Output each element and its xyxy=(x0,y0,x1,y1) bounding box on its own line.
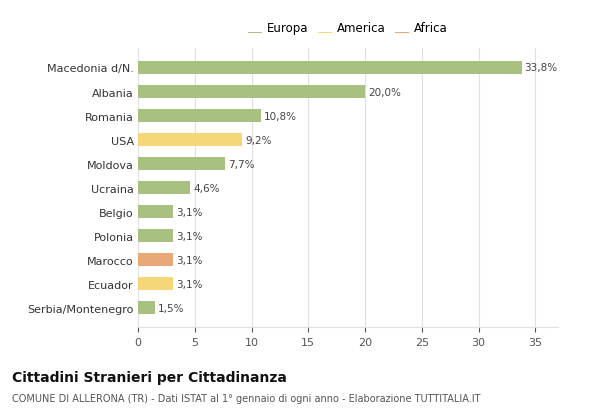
Bar xyxy=(138,62,521,75)
Legend: Europa, America, Africa: Europa, America, Africa xyxy=(245,19,451,39)
Text: 4,6%: 4,6% xyxy=(193,183,220,193)
Bar xyxy=(138,157,226,171)
Text: 1,5%: 1,5% xyxy=(158,303,184,313)
Text: 20,0%: 20,0% xyxy=(368,87,401,97)
Text: 3,1%: 3,1% xyxy=(176,231,203,241)
Bar xyxy=(138,205,173,219)
Text: 10,8%: 10,8% xyxy=(263,111,296,121)
Text: 3,1%: 3,1% xyxy=(176,255,203,265)
Text: Cittadini Stranieri per Cittadinanza: Cittadini Stranieri per Cittadinanza xyxy=(12,370,287,384)
Bar xyxy=(138,110,260,123)
Bar xyxy=(138,134,242,147)
Text: COMUNE DI ALLERONA (TR) - Dati ISTAT al 1° gennaio di ogni anno - Elaborazione T: COMUNE DI ALLERONA (TR) - Dati ISTAT al … xyxy=(12,393,481,403)
Bar xyxy=(138,301,155,315)
Text: 3,1%: 3,1% xyxy=(176,279,203,289)
Bar xyxy=(138,254,173,267)
Bar xyxy=(138,182,190,195)
Bar xyxy=(138,86,365,99)
Text: 3,1%: 3,1% xyxy=(176,207,203,217)
Text: 7,7%: 7,7% xyxy=(228,159,255,169)
Bar xyxy=(138,277,173,290)
Text: 33,8%: 33,8% xyxy=(524,63,557,73)
Text: 9,2%: 9,2% xyxy=(245,135,272,145)
Bar xyxy=(138,229,173,243)
